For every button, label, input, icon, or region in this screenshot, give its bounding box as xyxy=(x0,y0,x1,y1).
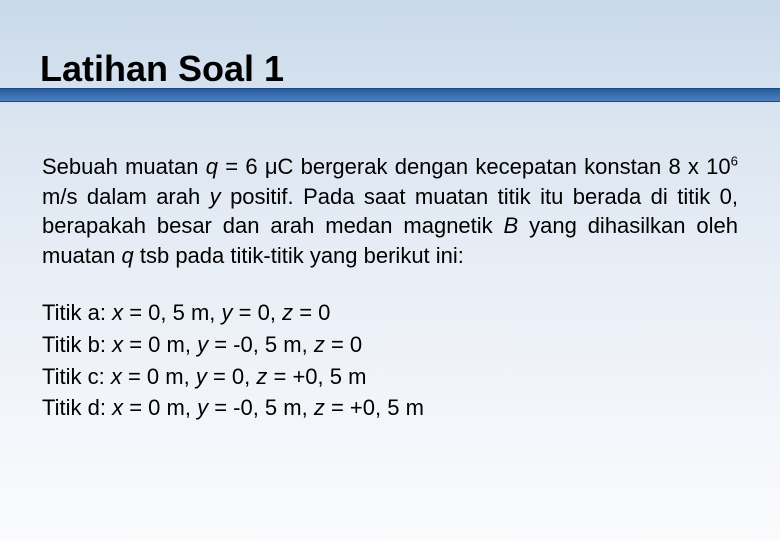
exponent: 6 xyxy=(731,154,738,169)
point-label: Titik d: xyxy=(42,395,112,420)
coord-text: = -0, 5 m, xyxy=(208,332,314,357)
mu-symbol: μ xyxy=(265,154,278,179)
coord-text: = 0, 5 m, xyxy=(123,300,221,325)
para-text: m/s dalam arah xyxy=(42,184,210,209)
point-row: Titik b: x = 0 m, y = -0, 5 m, z = 0 xyxy=(42,329,738,361)
coord-text: = 0, xyxy=(233,300,283,325)
problem-paragraph: Sebuah muatan q = 6 μC bergerak dengan k… xyxy=(42,152,738,271)
para-text: = 6 xyxy=(218,154,265,179)
var-x: x xyxy=(112,332,123,357)
slide-body: Sebuah muatan q = 6 μC bergerak dengan k… xyxy=(42,152,738,424)
var-q: q xyxy=(206,154,218,179)
var-y: y xyxy=(222,300,233,325)
slide-title: Latihan Soal 1 xyxy=(40,48,284,90)
var-q: q xyxy=(122,243,134,268)
var-y: y xyxy=(196,364,207,389)
var-y: y xyxy=(197,395,208,420)
point-row: Titik c: x = 0 m, y = 0, z = +0, 5 m xyxy=(42,361,738,393)
var-y: y xyxy=(197,332,208,357)
var-x: x xyxy=(112,395,123,420)
point-label: Titik b: xyxy=(42,332,112,357)
point-row: Titik d: x = 0 m, y = -0, 5 m, z = +0, 5… xyxy=(42,392,738,424)
var-x: x xyxy=(111,364,122,389)
coord-text: = +0, 5 m xyxy=(325,395,424,420)
points-list: Titik a: x = 0, 5 m, y = 0, z = 0 Titik … xyxy=(42,297,738,425)
coord-text: = 0, xyxy=(207,364,257,389)
coord-text: = 0 m, xyxy=(122,364,196,389)
coord-text: = 0 m, xyxy=(123,332,197,357)
coord-text: = 0 xyxy=(293,300,330,325)
coord-text: = +0, 5 m xyxy=(267,364,366,389)
point-label: Titik c: xyxy=(42,364,111,389)
var-z: z xyxy=(314,332,325,357)
para-text: tsb pada titik-titik yang berikut ini: xyxy=(134,243,464,268)
point-label: Titik a: xyxy=(42,300,112,325)
var-z: z xyxy=(256,364,267,389)
var-x: x xyxy=(112,300,123,325)
para-text: Sebuah muatan xyxy=(42,154,206,179)
coord-text: = 0 xyxy=(325,332,362,357)
coord-text: = 0 m, xyxy=(123,395,197,420)
para-text: C bergerak dengan kecepatan konstan 8 x … xyxy=(278,154,731,179)
var-y: y xyxy=(210,184,221,209)
var-b: B xyxy=(504,213,519,238)
header-accent-bar xyxy=(0,88,780,102)
var-z: z xyxy=(314,395,325,420)
coord-text: = -0, 5 m, xyxy=(208,395,314,420)
point-row: Titik a: x = 0, 5 m, y = 0, z = 0 xyxy=(42,297,738,329)
var-z: z xyxy=(282,300,293,325)
